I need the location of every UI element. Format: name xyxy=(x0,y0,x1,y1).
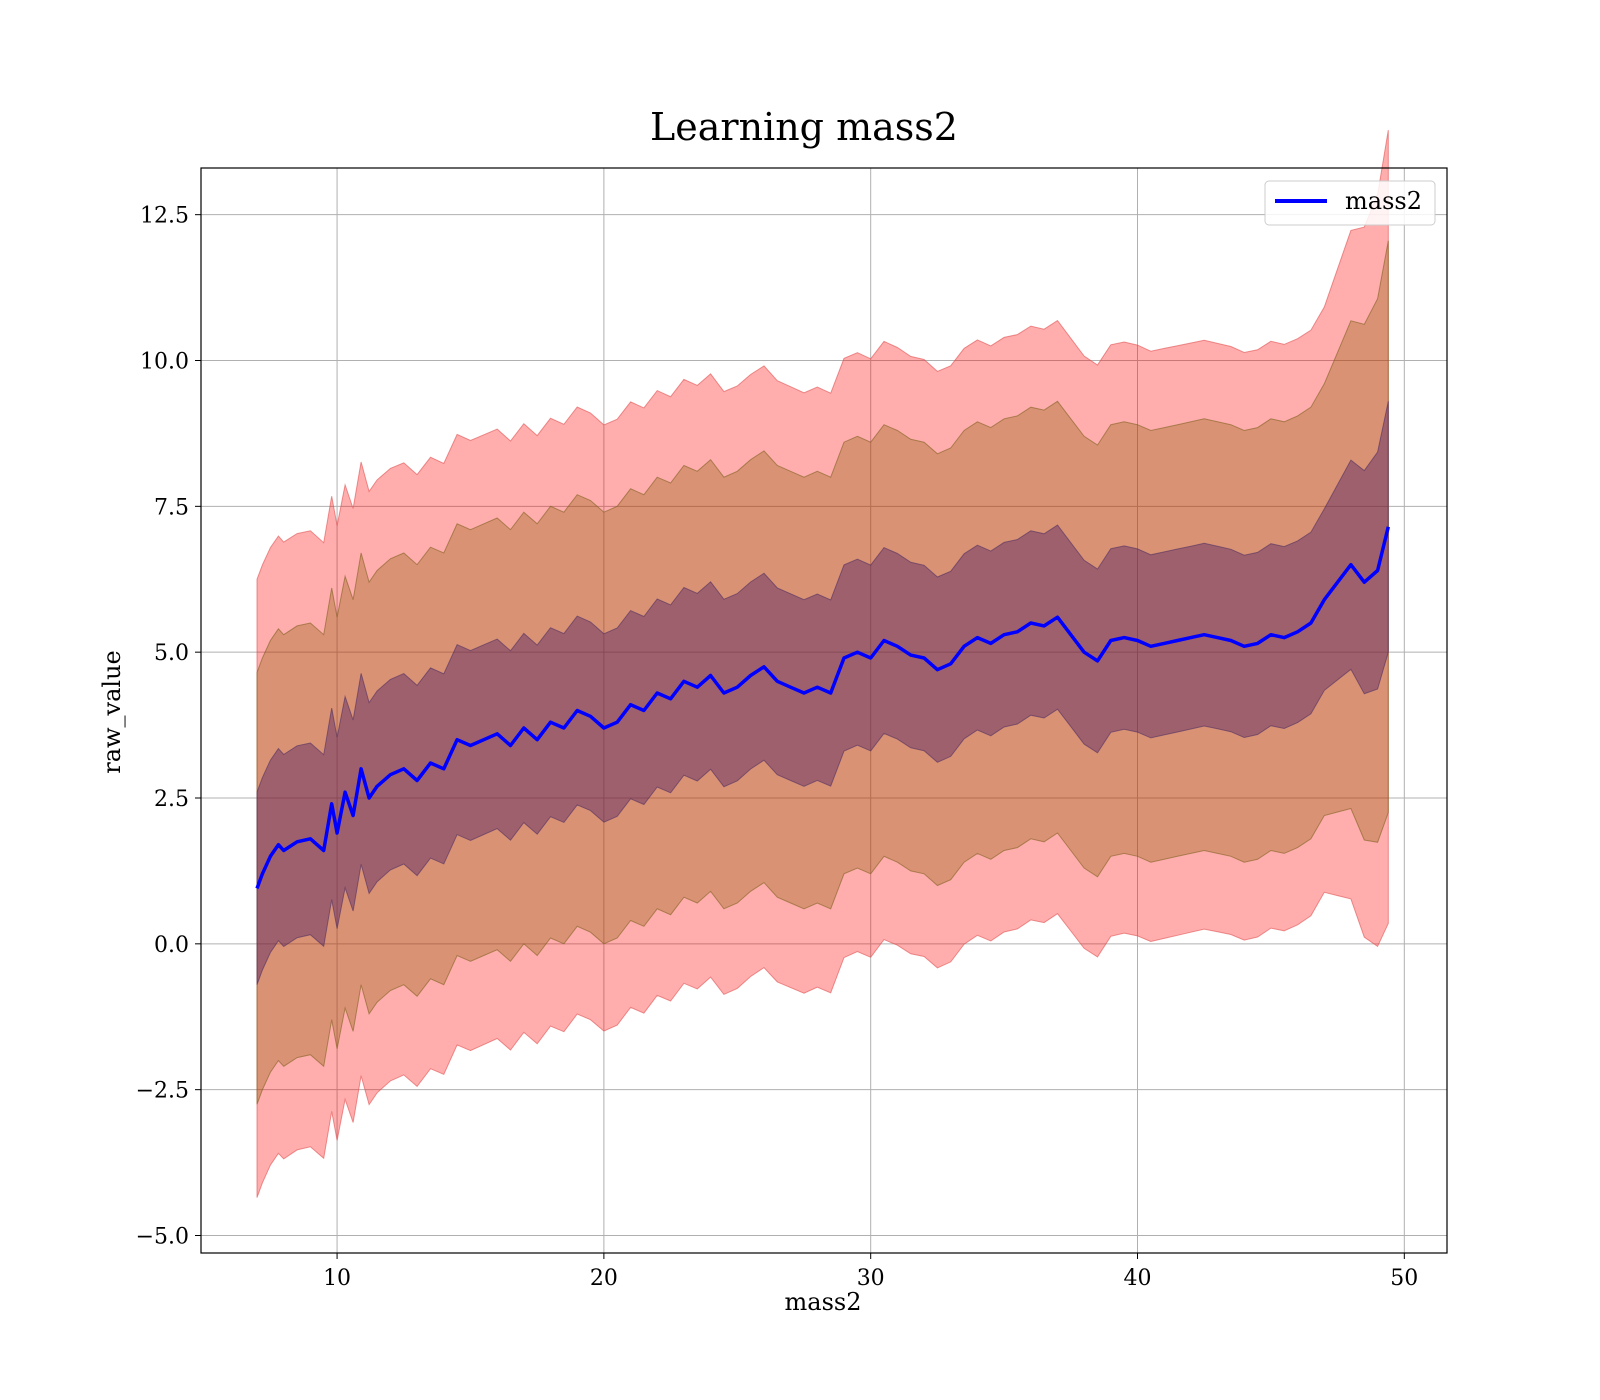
uncertainty-bands xyxy=(256,130,1389,1198)
y-tick-label: 10.0 xyxy=(140,350,189,375)
y-tick-label: 12.5 xyxy=(140,204,189,229)
y-tick-label: 2.5 xyxy=(154,787,189,812)
plot-frame xyxy=(200,167,1448,1254)
y-tick-label: −5.0 xyxy=(136,1225,189,1250)
y-tick-label: −2.5 xyxy=(136,1079,189,1104)
band-2sigma xyxy=(256,240,1389,1105)
y-axis-label: raw_value xyxy=(98,650,126,774)
legend-label-mass2: mass2 xyxy=(1345,187,1422,215)
chart-title: Learning mass2 xyxy=(650,105,958,149)
legend-box xyxy=(1264,180,1436,226)
grid xyxy=(201,168,1447,1253)
x-tick-label: 10 xyxy=(323,1266,351,1291)
x-tick-label: 40 xyxy=(1124,1266,1152,1291)
legend: mass2 xyxy=(1264,180,1436,226)
x-tick-label: 20 xyxy=(590,1266,618,1291)
series-line-mass2 xyxy=(255,526,1390,890)
x-axis-label: mass2 xyxy=(785,1288,862,1316)
y-tick-label: 7.5 xyxy=(154,495,189,520)
y-tick-label: 5.0 xyxy=(154,641,189,666)
band-1sigma xyxy=(256,401,1389,985)
y-axis-ticks: −5.0 −2.5 0.0 2.5 5.0 7.5 10.0 12.5 xyxy=(136,204,201,1250)
y-tick-label: 0.0 xyxy=(154,933,189,958)
x-tick-label: 30 xyxy=(857,1266,885,1291)
band-3sigma xyxy=(256,130,1389,1198)
series-lines xyxy=(255,526,1390,890)
x-axis-ticks: 10 20 30 40 50 xyxy=(323,1253,1418,1291)
x-tick-label: 50 xyxy=(1390,1266,1418,1291)
